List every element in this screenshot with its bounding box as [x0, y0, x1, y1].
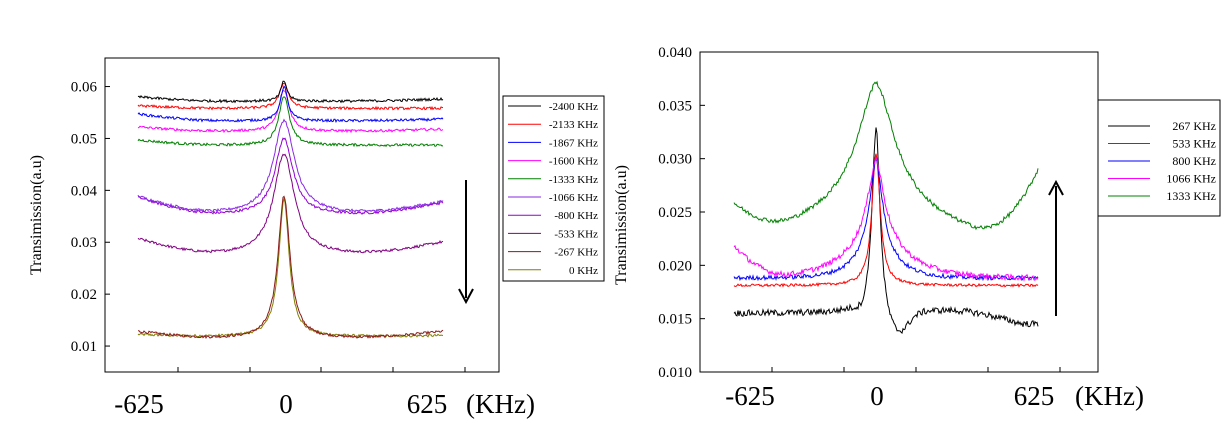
left-trend-arrow: [458, 180, 474, 305]
left-series-line: [137, 137, 444, 215]
right-series-group: [733, 80, 1039, 334]
right-chart: 0.010 0.015 0.020 0.025 0.030 0.035 0.040 Tran…: [613, 45, 1221, 411]
right-y-tick-label: 0.025: [658, 205, 692, 221]
left-legend-label: -267 KHz: [554, 247, 598, 259]
left-legend-label: -1333 KHz: [549, 174, 598, 186]
left-legend-label: -2133 KHz: [549, 119, 598, 131]
left-legend-label: -533 KHz: [554, 228, 598, 240]
right-y-tick-label: 0.040: [658, 45, 692, 61]
right-series-line: [733, 153, 1039, 288]
right-legend-label: 1066 KHz: [1166, 172, 1216, 186]
left-y-tick-label: 0.01: [71, 339, 97, 355]
left-series-group: [137, 80, 444, 339]
left-y-ticks: 0.01 0.02 0.03 0.04 0.05 0.06: [71, 80, 110, 355]
left-legend-label: -800 KHz: [554, 210, 598, 222]
right-legend-label: 267 KHz: [1172, 119, 1216, 133]
left-x-tick-labels: -625 0 625: [114, 389, 447, 419]
right-plot-frame: [699, 51, 1099, 373]
right-y-tick-label: 0.020: [658, 258, 692, 274]
left-x-tick-label: 0: [279, 389, 293, 419]
right-y-tick-label: 0.010: [658, 365, 692, 381]
left-series-line: [137, 96, 444, 148]
right-series-line: [733, 156, 1039, 283]
left-series-line: [137, 89, 444, 134]
left-x-tick-label: 625: [407, 389, 448, 419]
left-series-line: [137, 85, 444, 123]
left-legend-label: -1867 KHz: [549, 137, 598, 149]
right-x-ticks: [771, 367, 1061, 372]
left-legend-label: -1066 KHz: [549, 192, 598, 204]
right-y-tick-label: 0.015: [658, 312, 692, 328]
right-y-ticks: 0.010 0.015 0.020 0.025 0.030 0.035 0.040: [658, 45, 705, 381]
left-x-unit-label: (KHz): [466, 389, 535, 419]
right-series-line: [733, 80, 1039, 231]
left-y-tick-label: 0.04: [71, 183, 98, 199]
left-legend-label: -2400 KHz: [549, 101, 598, 113]
right-x-unit-label: (KHz): [1075, 381, 1144, 411]
right-y-tick-label: 0.035: [658, 98, 692, 114]
left-series-line: [138, 195, 444, 339]
right-legend-label: 533 KHz: [1172, 137, 1216, 151]
left-legend-label: -1600 KHz: [549, 156, 598, 168]
left-y-axis-label: Transimission(a.u): [28, 155, 45, 275]
right-y-tick-label: 0.030: [658, 152, 692, 168]
left-series-line: [137, 80, 444, 104]
right-x-tick-label: -625: [725, 381, 775, 411]
right-x-tick-label: 625: [1014, 381, 1055, 411]
left-y-tick-label: 0.05: [71, 131, 97, 147]
left-y-tick-label: 0.02: [71, 287, 97, 303]
right-series-line: [733, 127, 1039, 334]
right-y-axis-label: Transimission(a.u): [613, 165, 630, 285]
left-legend: -2400 KHz -2133 KHz -1867 KHz -1600 KHz -133…: [502, 95, 605, 282]
left-y-tick-label: 0.03: [71, 235, 97, 251]
right-legend-label: 1333 KHz: [1166, 189, 1216, 203]
right-series-line: [733, 157, 1039, 282]
right-legend-label: 800 KHz: [1172, 154, 1216, 168]
left-series-line: [137, 118, 444, 213]
left-series-line: [137, 198, 443, 339]
left-x-ticks: [177, 367, 466, 372]
right-legend: 267 KHz 533 KHz 800 KHz 1066 KHz 1333 KHz: [1097, 99, 1221, 217]
right-x-tick-label: 0: [870, 381, 884, 411]
left-legend-label: 0 KHz: [569, 265, 598, 277]
left-series-line: [137, 153, 444, 254]
left-series-line: [137, 82, 444, 111]
left-y-tick-label: 0.06: [71, 80, 98, 96]
right-trend-arrow: [1048, 179, 1064, 316]
left-plot-frame: [104, 57, 500, 373]
left-x-tick-label: -625: [114, 389, 164, 419]
right-x-tick-labels: -625 0 625: [725, 381, 1054, 411]
left-chart: 0.01 0.02 0.03 0.04 0.05 0.06 Transimission(a…: [28, 57, 605, 419]
